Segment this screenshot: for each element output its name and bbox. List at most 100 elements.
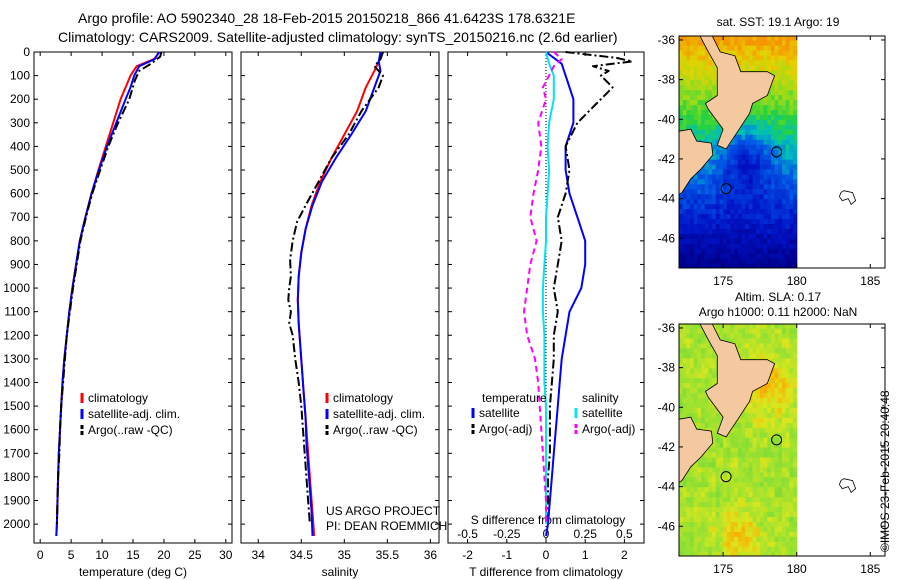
map-cell (793, 511, 798, 517)
map-cell (771, 442, 776, 448)
map-cell (690, 188, 695, 195)
map-cell (759, 149, 765, 155)
map-cell (708, 218, 713, 224)
map-cell (693, 526, 698, 532)
map-cell (748, 193, 754, 200)
map-cell (693, 516, 698, 522)
map-cell (708, 59, 713, 66)
map-cell (759, 104, 765, 110)
map-cell (763, 536, 768, 542)
map-cell (785, 481, 790, 488)
map-cell (782, 263, 787, 268)
map-cell (752, 506, 757, 512)
map-cell (748, 466, 754, 473)
map-cell (701, 233, 706, 239)
map-cell (708, 258, 713, 264)
map-cell (686, 387, 691, 394)
map-cell (745, 263, 750, 268)
x-tick-label: 2 (621, 548, 628, 562)
map-cell (734, 198, 739, 205)
map-cell (726, 521, 732, 527)
map-cell (785, 496, 790, 503)
map-cell (686, 243, 691, 249)
map-cell (782, 496, 787, 503)
map-cell (767, 144, 772, 150)
map-cell (715, 412, 721, 418)
map-cell (690, 392, 695, 398)
map-cell (767, 223, 772, 229)
map-cell (763, 324, 768, 329)
map-cell (778, 402, 783, 408)
map-cell (679, 238, 684, 244)
map-cell (701, 44, 706, 51)
map-cell (697, 74, 702, 81)
map-cell (767, 129, 772, 135)
map-cell (789, 456, 794, 463)
map-cell (767, 94, 772, 101)
map-cell (763, 114, 768, 120)
map-cell (785, 471, 790, 478)
map-cell (730, 476, 735, 483)
map-cell (690, 324, 695, 329)
map-cell (719, 501, 724, 508)
map-cell (774, 158, 779, 165)
map-cell (785, 208, 790, 215)
map-cell (690, 89, 695, 96)
map-cell (763, 476, 768, 483)
map-cell (763, 347, 768, 354)
map-cell (712, 193, 717, 200)
map-cell (693, 407, 698, 413)
map-cell (690, 243, 695, 249)
map-cell (782, 178, 787, 185)
map-cell (693, 422, 698, 428)
map-cell (778, 149, 783, 155)
map-cell (774, 412, 779, 418)
map-cell (782, 238, 787, 244)
map-cell (782, 228, 787, 234)
map-cell (763, 238, 768, 244)
map-cell (748, 422, 754, 428)
map-cell (756, 412, 761, 418)
map-cell (785, 59, 790, 66)
map-cell (737, 471, 743, 478)
map-cell (778, 168, 783, 175)
map-cell (734, 531, 739, 537)
map-cell (759, 109, 765, 115)
map-cell (715, 223, 721, 229)
map-cell (789, 461, 794, 468)
map-cell (730, 40, 735, 46)
map-cell (690, 94, 695, 101)
map-cell (789, 471, 794, 478)
map-cell (693, 243, 698, 249)
map-cell (778, 526, 783, 532)
map-cell (782, 491, 787, 498)
map-cell (778, 461, 783, 468)
x-tick-label: 36 (424, 548, 438, 562)
map-cell (793, 461, 798, 468)
map-cell (759, 407, 765, 413)
map-cell (778, 154, 783, 160)
map-cell (726, 208, 732, 215)
map-cell (679, 208, 684, 215)
annotation-project: US ARGO PROJECT (326, 504, 441, 518)
map-cell (763, 49, 768, 56)
map-cell (712, 551, 717, 556)
map-cell (686, 357, 691, 364)
map-cell (774, 402, 779, 408)
map-cell (730, 213, 735, 220)
map-cell (771, 324, 776, 329)
map-cell (778, 551, 783, 556)
map-cell (690, 412, 695, 418)
map-cell (708, 198, 713, 205)
map-cell (782, 243, 787, 249)
map-cell (690, 74, 695, 81)
map-cell (767, 154, 772, 160)
map-cell (771, 134, 776, 140)
map-cell (682, 223, 687, 229)
map-cell (789, 466, 794, 473)
map-cell (778, 496, 783, 503)
map-cell (741, 223, 746, 229)
map-cell (708, 446, 713, 453)
map-cell (767, 526, 772, 532)
map-cell (767, 124, 772, 130)
